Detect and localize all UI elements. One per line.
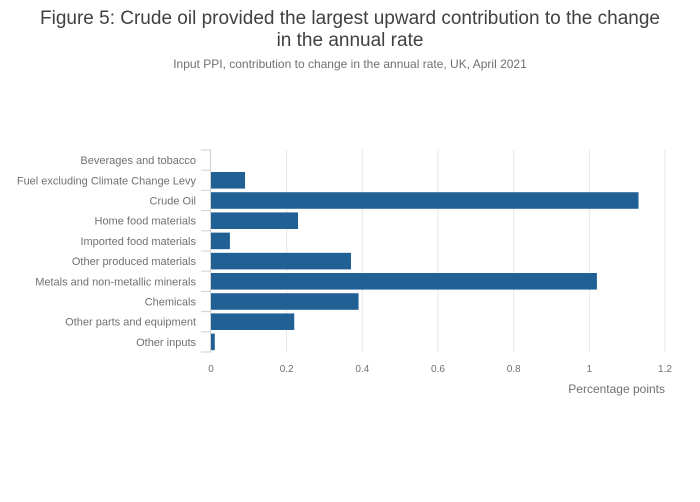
category-labels: Beverages and tobacco Fuel excluding Clim… (17, 155, 197, 349)
chart-subtitle: Input PPI, contribution to change in the… (173, 57, 527, 71)
bar (211, 212, 299, 229)
category-label: Other produced materials (72, 256, 197, 268)
x-axis-title: Percentage points (568, 382, 665, 396)
bar (211, 273, 597, 290)
x-tick-label: 1 (587, 364, 593, 375)
gridlines (201, 149, 666, 353)
bar (211, 192, 639, 209)
bar (211, 313, 295, 330)
bar (211, 232, 230, 250)
category-label: Other parts and equipment (65, 317, 196, 329)
category-label: Crude Oil (150, 196, 196, 208)
bars (211, 172, 639, 351)
x-tick-label: 0.2 (280, 364, 294, 375)
bar (211, 333, 215, 351)
category-label: Beverages and tobacco (80, 155, 196, 167)
bar (211, 252, 351, 270)
category-label: Imported food materials (80, 236, 196, 248)
category-label: Chemicals (145, 297, 197, 309)
category-label: Other inputs (136, 337, 196, 349)
category-label: Fuel excluding Climate Change Levy (17, 175, 197, 187)
category-label: Metals and non-metallic minerals (35, 276, 196, 288)
x-tick-label: 0 (208, 364, 214, 375)
x-tick-label: 0.8 (507, 364, 521, 375)
x-tick-labels: 0 0.2 0.4 0.6 0.8 1 1.2 (208, 364, 672, 375)
category-label: Home food materials (95, 216, 197, 228)
chart-title: Figure 5: Crude oil provided the largest… (20, 8, 680, 52)
x-tick-label: 0.4 (355, 364, 369, 375)
bar (211, 293, 359, 310)
chart-title-line-1: Figure 5: Crude oil provided the largest… (40, 8, 660, 29)
chart-title-line-2: in the annual rate (276, 30, 424, 51)
x-tick-label: 0.6 (431, 364, 445, 375)
x-tick-label: 1.2 (658, 364, 672, 375)
bar (211, 172, 246, 189)
